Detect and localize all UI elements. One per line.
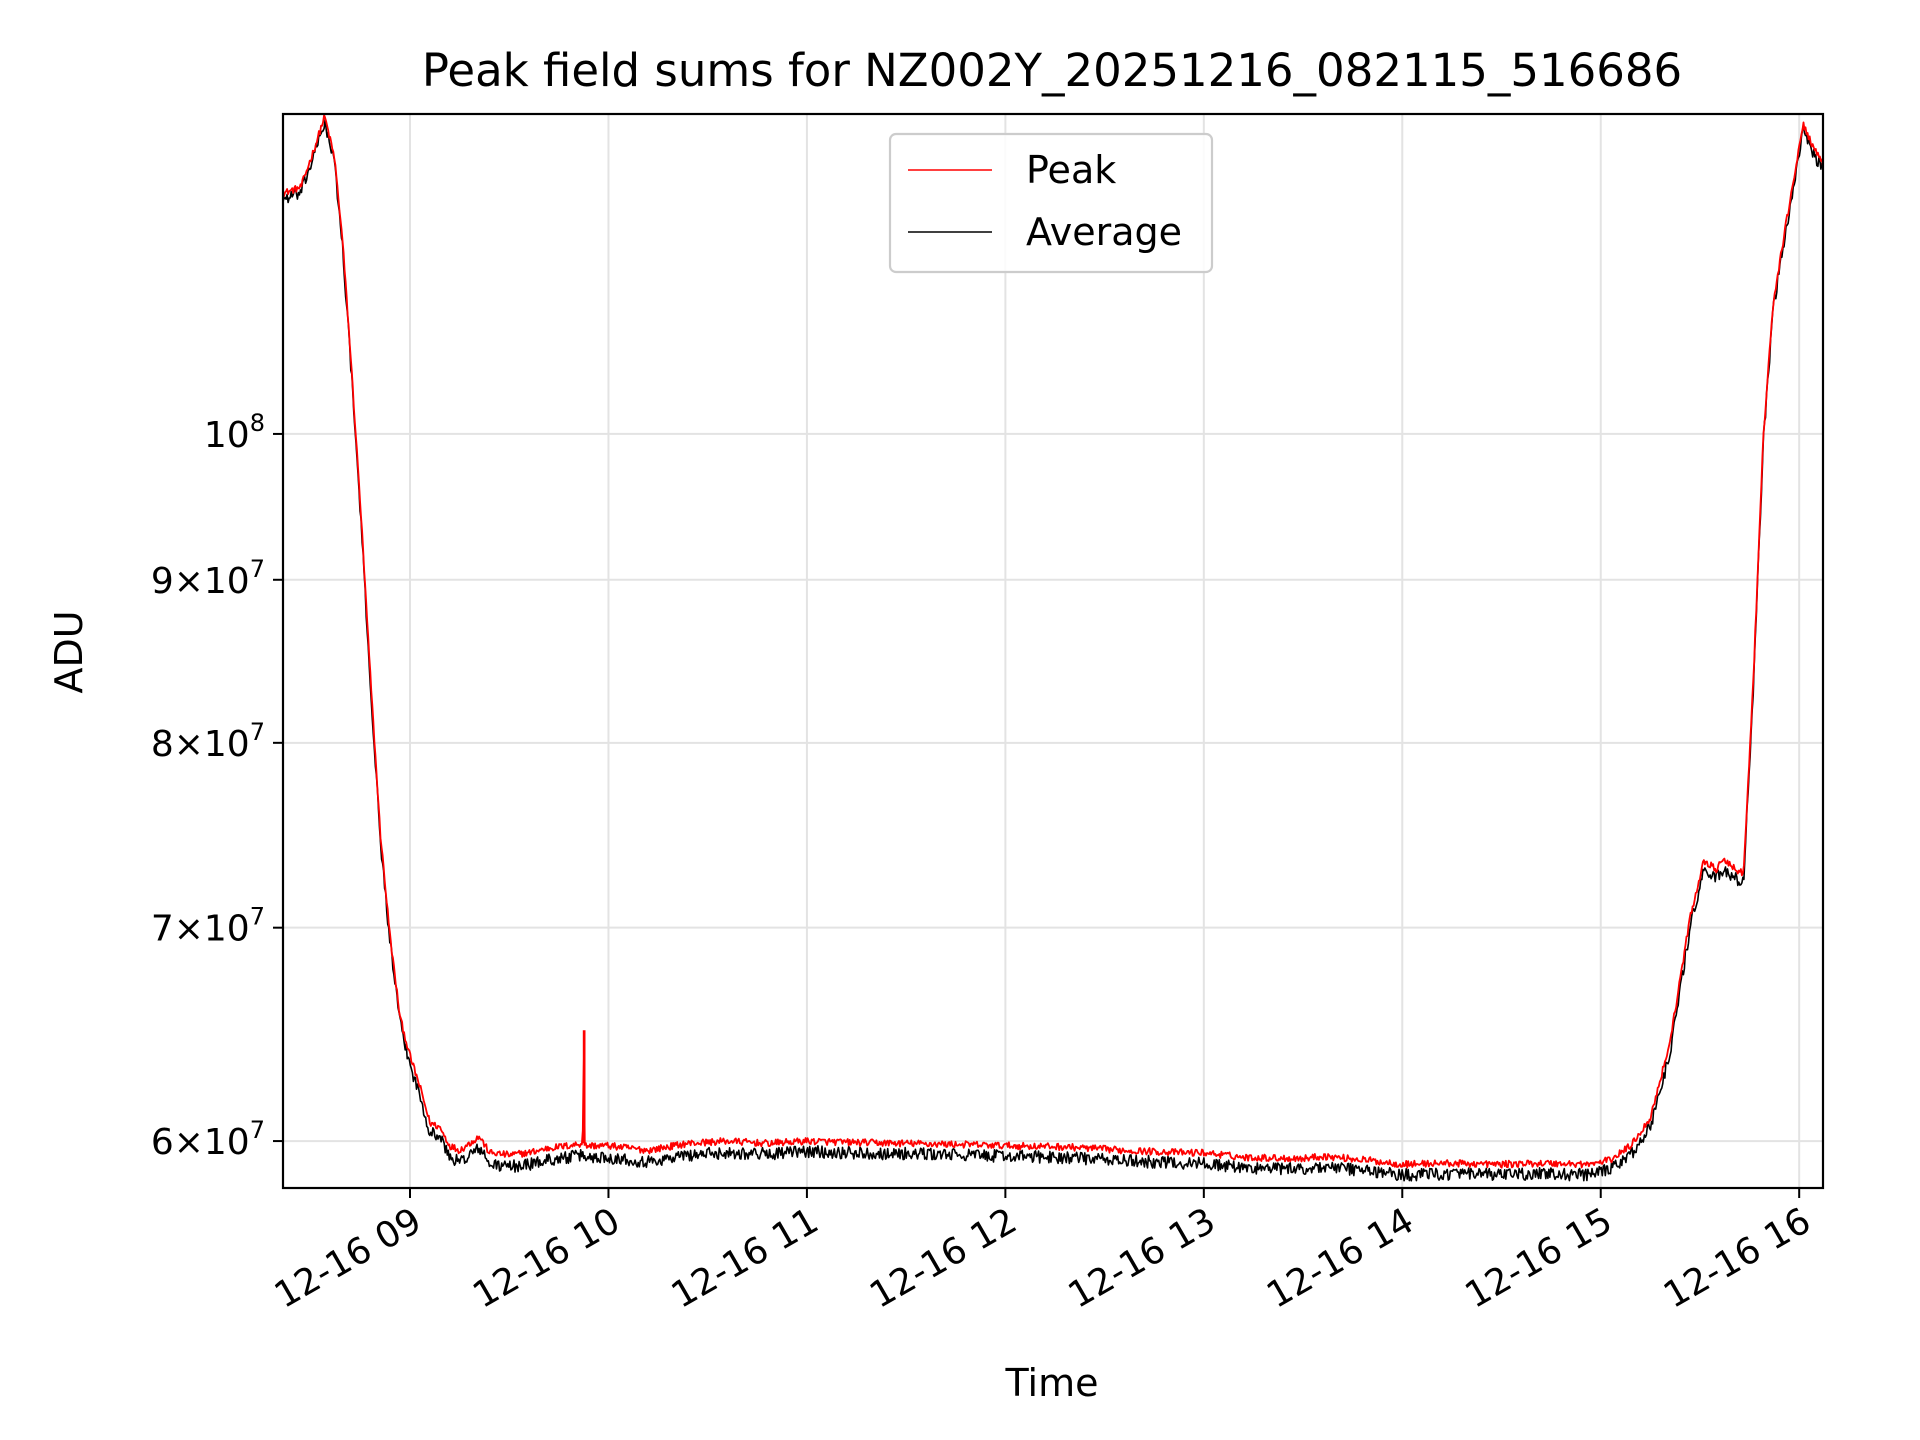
grid: [283, 114, 1823, 1188]
legend-label-peak: Peak: [1026, 148, 1116, 192]
plot-frame: [281, 112, 1825, 1190]
y-tick-label: 8×107: [151, 718, 265, 765]
legend-box: [888, 132, 1214, 274]
y-tick-label: 7×107: [151, 903, 265, 950]
chart-title: Peak field sums for NZ002Y_20251216_0821…: [422, 44, 1682, 97]
series-layer: [282, 114, 1824, 1182]
y-tick-label: 6×107: [151, 1116, 265, 1163]
y-tick-label: 9×107: [151, 555, 265, 602]
legend[interactable]: Peak Average: [888, 132, 1214, 274]
series-line-average: [282, 119, 1824, 1182]
y-tick-label: 108: [204, 409, 265, 456]
series-line-peak: [282, 114, 1824, 1169]
y-axis-label: ADU: [47, 610, 91, 693]
legend-label-average: Average: [1026, 210, 1182, 254]
x-axis-label: Time: [1005, 1361, 1099, 1405]
y-axis-ticks: 6×107 7×107 8×107 9×107 108: [151, 409, 283, 1163]
